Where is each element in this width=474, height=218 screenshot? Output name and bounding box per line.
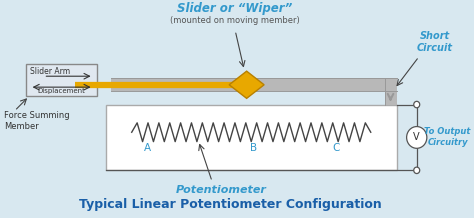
Text: V: V: [413, 133, 420, 142]
Circle shape: [407, 127, 427, 148]
Text: B: B: [250, 143, 257, 153]
Text: Force Summing
Member: Force Summing Member: [4, 111, 70, 131]
Text: Short
Circuit: Short Circuit: [417, 31, 453, 53]
Bar: [384, 78, 397, 105]
Text: C: C: [333, 143, 340, 153]
Text: Slider or “Wiper”: Slider or “Wiper”: [177, 2, 293, 15]
Polygon shape: [229, 71, 264, 98]
Text: To Output
Circuitry: To Output Circuitry: [424, 128, 471, 147]
Text: Potentiometer: Potentiometer: [176, 185, 267, 195]
Text: Displacement: Displacement: [37, 88, 85, 94]
Circle shape: [414, 167, 419, 174]
Bar: [107, 105, 397, 170]
Text: Typical Linear Potentiometer Configuration: Typical Linear Potentiometer Configurati…: [79, 198, 382, 211]
Circle shape: [414, 101, 419, 108]
Text: Slider Arm: Slider Arm: [30, 67, 70, 76]
Text: (mounted on moving member): (mounted on moving member): [170, 17, 300, 26]
Bar: [111, 78, 397, 91]
Bar: [26, 64, 97, 96]
Text: A: A: [144, 143, 151, 153]
